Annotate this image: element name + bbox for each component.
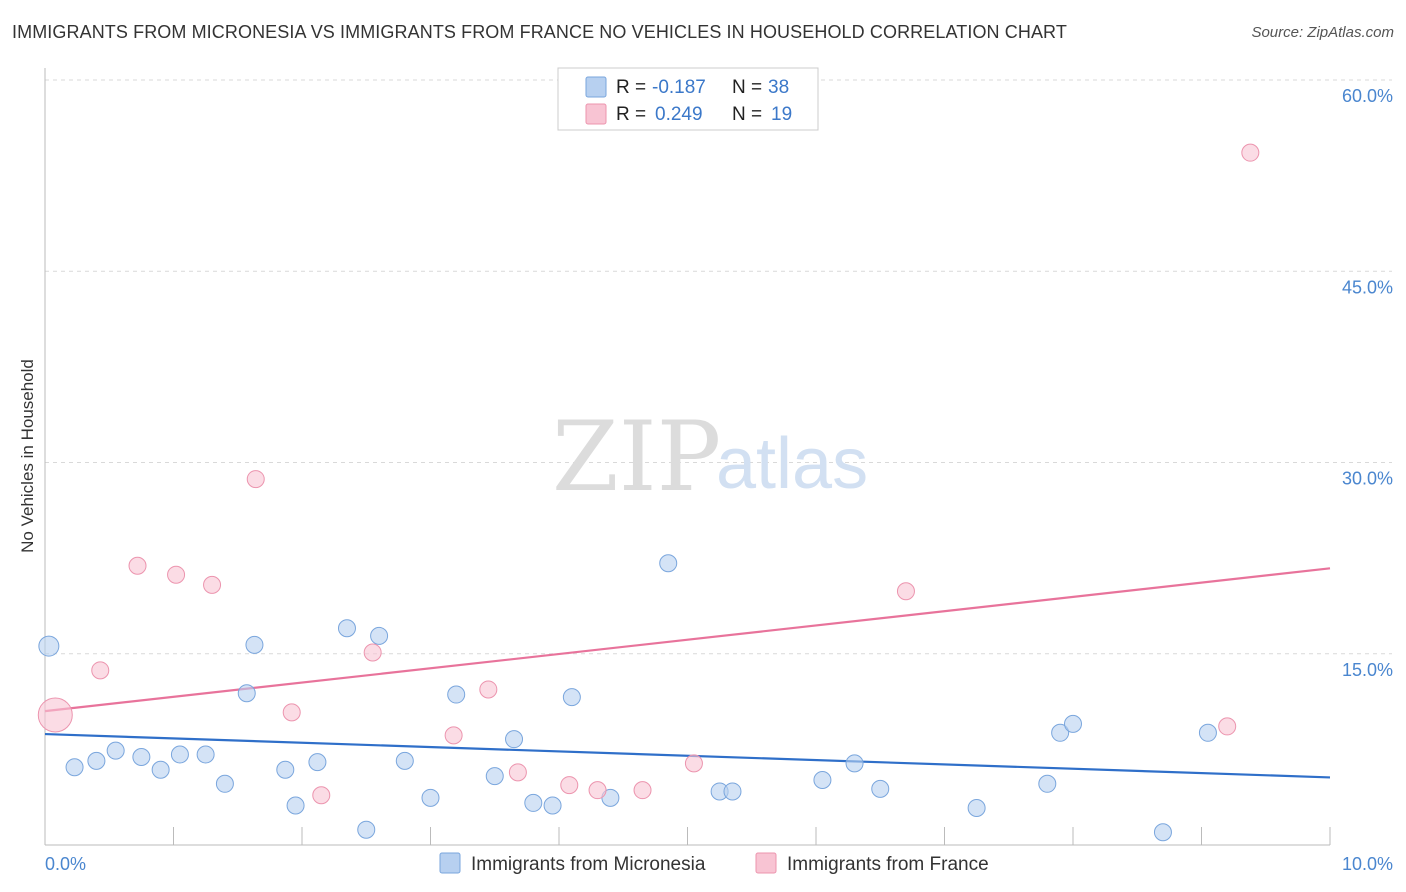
data-point-france	[282, 703, 301, 722]
bottom-legend-swatch-micronesia	[439, 852, 461, 874]
data-point-france	[312, 786, 331, 805]
data-point-france	[684, 754, 703, 773]
trend-line-micronesia	[44, 732, 1331, 779]
data-point-micronesia	[1198, 723, 1217, 742]
trend-line-france	[44, 567, 1331, 713]
source-label: Source: ZipAtlas.com	[1251, 24, 1394, 41]
data-point-france	[444, 726, 463, 745]
data-point-micronesia	[370, 626, 389, 645]
x-tick-label: 0.0%	[45, 854, 86, 874]
data-points	[37, 143, 1260, 842]
data-point-micronesia	[1051, 723, 1070, 742]
data-point-micronesia	[151, 760, 170, 779]
data-point-micronesia	[308, 753, 327, 772]
data-point-france	[508, 763, 527, 782]
data-point-micronesia	[215, 774, 234, 793]
legend-r-value: 0.249	[655, 104, 703, 125]
data-point-micronesia	[562, 688, 581, 707]
y-tick-label: 15.0%	[1342, 660, 1393, 680]
grid-lines	[45, 79, 1392, 655]
y-tick-label: 30.0%	[1342, 469, 1393, 489]
data-point-micronesia	[357, 820, 376, 839]
data-point-micronesia	[237, 684, 256, 703]
data-point-france	[479, 680, 498, 699]
data-point-micronesia	[245, 635, 264, 654]
data-point-france	[37, 697, 73, 733]
bottom-legend-swatch-france	[755, 852, 777, 874]
data-point-france	[1218, 717, 1237, 736]
data-point-france	[633, 781, 652, 800]
data-point-france	[363, 643, 382, 662]
legend-swatch-france	[585, 103, 607, 125]
data-point-micronesia	[170, 745, 189, 764]
chart-title: IMMIGRANTS FROM MICRONESIA VS IMMIGRANTS…	[12, 22, 1067, 42]
watermark-atlas: atlas	[716, 424, 868, 504]
legend-n-label: N =	[732, 104, 762, 125]
y-axis-label: No Vehicles in Household	[18, 359, 37, 553]
data-point-france	[896, 582, 915, 601]
data-point-micronesia	[871, 779, 890, 798]
y-tick-label: 60.0%	[1342, 86, 1393, 106]
data-point-micronesia	[65, 758, 84, 777]
data-point-micronesia	[723, 782, 742, 801]
data-point-micronesia	[524, 793, 543, 812]
bottom-legend-label-france: Immigrants from France	[787, 854, 989, 875]
legend-n-value: 19	[771, 104, 792, 125]
data-point-micronesia	[395, 751, 414, 770]
watermark-zip: ZIP	[552, 401, 721, 513]
data-point-micronesia	[132, 748, 151, 767]
legend-n-label: N =	[732, 77, 762, 98]
data-point-france	[91, 661, 110, 680]
data-point-micronesia	[38, 635, 60, 657]
data-point-micronesia	[1064, 714, 1082, 733]
legend-r-value: -0.187	[652, 77, 706, 98]
data-point-micronesia	[485, 767, 504, 786]
data-point-micronesia	[505, 730, 524, 749]
data-point-france	[128, 556, 147, 575]
legend-r-label: R =	[616, 104, 646, 125]
data-point-micronesia	[813, 770, 832, 789]
watermark: ZIP atlas	[552, 401, 868, 513]
x-tick-labels: 0.0% 10.0%	[45, 854, 1393, 874]
data-point-micronesia	[286, 796, 305, 815]
legend-r-label: R =	[616, 77, 646, 98]
bottom-legend-label-micronesia: Immigrants from Micronesia	[471, 854, 706, 875]
data-point-micronesia	[1153, 823, 1172, 842]
data-point-micronesia	[1038, 774, 1057, 793]
data-point-micronesia	[967, 799, 986, 818]
data-point-micronesia	[276, 760, 295, 779]
data-point-france	[588, 781, 607, 800]
legend-n-value: 38	[768, 77, 789, 98]
data-point-micronesia	[196, 745, 215, 764]
data-point-france	[560, 776, 579, 795]
data-point-micronesia	[845, 754, 864, 773]
data-point-micronesia	[106, 741, 125, 760]
data-point-micronesia	[659, 554, 678, 573]
data-point-france	[1241, 143, 1260, 162]
data-point-micronesia	[543, 796, 562, 815]
bottom-legend: Immigrants from Micronesia Immigrants fr…	[439, 852, 989, 875]
data-point-france	[246, 470, 265, 489]
data-point-france	[203, 575, 222, 594]
y-tick-label: 45.0%	[1342, 277, 1393, 297]
data-point-micronesia	[447, 685, 466, 704]
trend-lines	[44, 567, 1331, 779]
data-point-micronesia	[421, 788, 440, 807]
data-point-france	[167, 565, 186, 584]
data-point-micronesia	[337, 619, 356, 638]
legend-swatch-micronesia	[585, 76, 607, 98]
y-tick-labels: 15.0% 30.0% 45.0% 60.0%	[1342, 86, 1393, 680]
legend: R = -0.187 N = 38 R = 0.249 N = 19	[557, 67, 819, 131]
x-tick-label: 10.0%	[1342, 854, 1393, 874]
data-point-micronesia	[87, 751, 106, 770]
